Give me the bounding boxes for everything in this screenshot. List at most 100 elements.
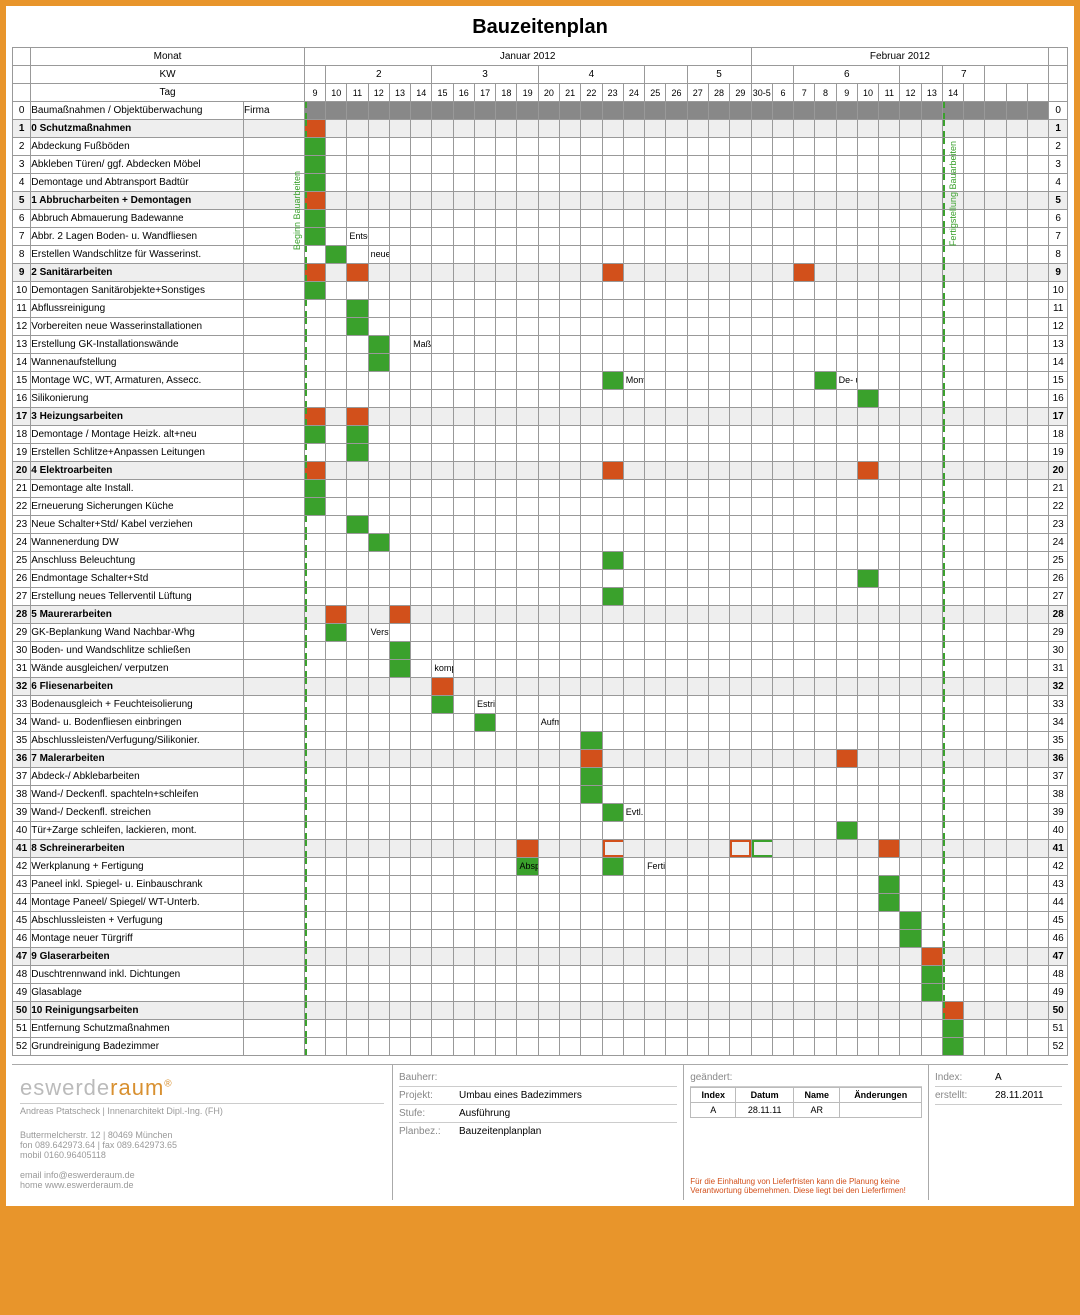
day-cell: [623, 282, 644, 300]
day-cell: [964, 372, 985, 390]
day-cell: [1028, 750, 1049, 768]
row-number-right: 37: [1049, 768, 1068, 786]
day-cell: [581, 174, 602, 192]
day-cell: [432, 804, 453, 822]
day-cell: [560, 372, 581, 390]
header-day: 24: [623, 84, 644, 102]
firma-cell: [244, 138, 305, 156]
task-label: Neue Schalter+Std/ Kabel verziehen: [31, 516, 244, 534]
gantt-bar: [922, 984, 942, 1001]
day-cell: [538, 282, 559, 300]
day-cell: [985, 930, 1006, 948]
header-kw: KW: [31, 66, 305, 84]
day-cell: [326, 228, 347, 246]
day-cell: [1006, 966, 1027, 984]
day-cell: [368, 390, 389, 408]
header-day: 12: [368, 84, 389, 102]
day-cell: [836, 174, 857, 192]
day-cell: [389, 210, 410, 228]
day-cell: [496, 444, 517, 462]
day-cell: [666, 786, 687, 804]
day-cell: [1028, 372, 1049, 390]
day-cell: [857, 264, 878, 282]
day-cell: [815, 984, 836, 1002]
day-cell: [645, 372, 666, 390]
day-cell: [347, 786, 368, 804]
header-day: [1028, 84, 1049, 102]
day-cell: [964, 210, 985, 228]
day-cell: [708, 210, 729, 228]
day-cell: [879, 642, 900, 660]
day-cell: [432, 984, 453, 1002]
day-cell: [368, 318, 389, 336]
day-cell: [687, 408, 708, 426]
task-label: Abflussreinigung: [31, 300, 244, 318]
day-cell: [772, 318, 793, 336]
gantt-row: 51 Abbrucharbeiten + Demontagen5: [13, 192, 1068, 210]
day-cell: [794, 642, 815, 660]
gantt-row: 25Anschluss Beleuchtung25: [13, 552, 1068, 570]
firma-cell: [244, 408, 305, 426]
day-cell: [304, 516, 325, 534]
day-cell: [942, 498, 963, 516]
day-cell: [368, 426, 389, 444]
gantt-row: 48Duschtrennwand inkl. Dichtungen48: [13, 966, 1068, 984]
day-cell: [985, 426, 1006, 444]
day-cell: [517, 588, 538, 606]
row-number-left: 31: [13, 660, 31, 678]
day-cell: [602, 588, 623, 606]
day-cell: [474, 912, 495, 930]
day-cell: [411, 732, 432, 750]
day-cell: [623, 768, 644, 786]
day-cell: [836, 1038, 857, 1056]
day-cell: [602, 678, 623, 696]
day-cell: [602, 228, 623, 246]
day-cell: [985, 768, 1006, 786]
gantt-bar: [369, 534, 389, 551]
day-cell: [304, 426, 325, 444]
day-cell: [623, 984, 644, 1002]
day-cell: [581, 660, 602, 678]
day-cell: [517, 840, 538, 858]
day-cell: [560, 732, 581, 750]
day-cell: [964, 426, 985, 444]
day-cell: [645, 462, 666, 480]
day-cell: [730, 1002, 751, 1020]
day-cell: [368, 984, 389, 1002]
day-cell: [411, 372, 432, 390]
day-cell: [581, 534, 602, 552]
day-cell: [666, 876, 687, 894]
start-marker-label: Beginn Bauarbeiten: [292, 171, 302, 250]
sheet: Bauzeitenplan MonatJanuar 2012Februar 20…: [6, 6, 1074, 1206]
day-cell: [900, 858, 921, 876]
day-cell: [645, 732, 666, 750]
day-cell: [836, 156, 857, 174]
day-cell: [432, 300, 453, 318]
day-cell: [623, 516, 644, 534]
day-cell: [751, 1020, 772, 1038]
day-cell: [794, 876, 815, 894]
day-cell: [347, 894, 368, 912]
day-cell: [474, 804, 495, 822]
day-cell: [347, 858, 368, 876]
day-cell: [964, 966, 985, 984]
day-cell: [368, 480, 389, 498]
day-cell: [1028, 426, 1049, 444]
header-day: 30-5: [751, 84, 772, 102]
day-cell: [538, 1002, 559, 1020]
day-cell: [964, 1020, 985, 1038]
day-cell: [857, 228, 878, 246]
day-cell: [815, 912, 836, 930]
day-cell: [836, 120, 857, 138]
day-cell: [347, 462, 368, 480]
day-cell: [304, 714, 325, 732]
day-cell: [708, 498, 729, 516]
day-cell: [666, 174, 687, 192]
day-cell: [985, 624, 1006, 642]
day-cell: [751, 192, 772, 210]
day-cell: [389, 174, 410, 192]
day-cell: [900, 318, 921, 336]
day-cell: [772, 768, 793, 786]
day-cell: [666, 570, 687, 588]
day-cell: [623, 570, 644, 588]
